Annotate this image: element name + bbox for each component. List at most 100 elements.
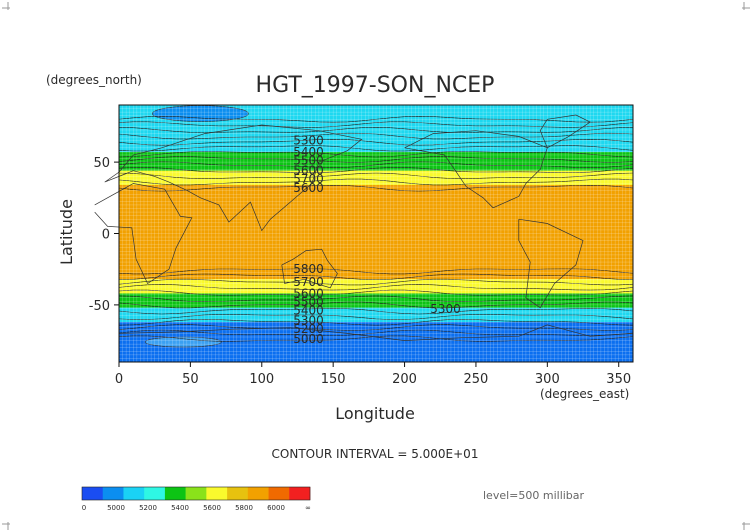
contour-line <box>118 314 634 320</box>
chart-title: HGT_1997-SON_NCEP <box>256 73 495 98</box>
contour-label: 5600 <box>293 286 324 300</box>
y-tick-label: -50 <box>89 299 110 314</box>
contour-labels: 5300540055005600570056005800570056005500… <box>293 134 461 346</box>
x-tick-label: 50 <box>182 372 199 387</box>
contour-line <box>118 121 634 128</box>
height-band-2 <box>119 170 633 185</box>
colorbar-tick-label: 5000 <box>107 504 125 512</box>
height-band-6 <box>119 293 633 308</box>
colorbar-swatch <box>247 487 269 500</box>
colorbar-swatch <box>164 487 186 500</box>
y-ticks: 50 0 -50 <box>89 156 119 314</box>
contour-line <box>118 156 634 163</box>
contour-label: 5200 <box>293 322 324 336</box>
colorbar-swatch <box>268 487 290 500</box>
colorbar-tick-label: ∞ <box>305 504 311 512</box>
contour-line <box>118 301 634 309</box>
coastline-3 <box>404 130 548 209</box>
colorbar-swatch <box>123 487 145 500</box>
contour-line <box>118 178 634 186</box>
contour-line <box>118 273 634 281</box>
contour-label: 5000 <box>293 332 324 346</box>
contour-line <box>118 138 634 146</box>
colorbar-tick-label: 5800 <box>235 504 253 512</box>
colorbar-tick-label: 0 <box>82 504 86 512</box>
contour-label: 5400 <box>293 145 324 159</box>
colorbar-tick-label: 5400 <box>171 504 189 512</box>
coastline-5 <box>539 114 591 149</box>
contour-label: 5300 <box>293 314 324 328</box>
height-band-5 <box>119 279 633 294</box>
contour-label: 5700 <box>293 172 324 186</box>
contour-line <box>118 167 634 173</box>
contour-line <box>118 324 634 331</box>
coastline-0 <box>94 183 193 285</box>
colorbar-swatch <box>206 487 228 500</box>
colorbar-swatch <box>289 487 311 500</box>
contour-label: 5500 <box>293 295 324 309</box>
contour-line <box>118 284 634 291</box>
contour-label: 5600 <box>293 164 324 178</box>
contour-label: 5800 <box>293 262 324 276</box>
colorbar: 0 5000 5200 5400 5600 5800 6000 ∞ <box>81 486 311 512</box>
contour-line <box>118 289 634 296</box>
height-band-3 <box>119 184 633 234</box>
coastline-4 <box>518 218 584 309</box>
contour-label: 5700 <box>293 275 324 289</box>
polar-low-north <box>152 105 249 122</box>
y-axis-units: (degrees_north) <box>46 73 142 87</box>
contour-line <box>118 335 634 342</box>
x-tick-label: 200 <box>392 372 417 387</box>
x-tick-label: 250 <box>464 372 489 387</box>
contour-line <box>118 184 634 192</box>
contour-line <box>118 132 634 140</box>
contour-line <box>118 172 634 179</box>
y-axis-label: Latitude <box>57 199 76 265</box>
level-label: level=500 millibar <box>483 489 585 502</box>
height-band-4 <box>119 233 633 280</box>
contour-label: 5600 <box>293 181 324 195</box>
contour-line <box>118 151 634 158</box>
colorbar-swatch <box>185 487 207 500</box>
coastline-1 <box>104 124 363 232</box>
x-tick-label: 100 <box>249 372 274 387</box>
contour-line <box>118 329 634 336</box>
colorbar-tick-label: 5200 <box>139 504 157 512</box>
colorbar-swatch <box>102 487 124 500</box>
colorbar-swatch <box>144 487 166 500</box>
x-ticks: 0 50 100 150 200 250 300 350 <box>115 362 631 387</box>
contour-lines <box>118 115 634 342</box>
x-tick-label: 350 <box>606 372 631 387</box>
contour-line <box>118 295 634 303</box>
y-tick-label: 0 <box>102 228 110 243</box>
contour-label: 5400 <box>293 304 324 318</box>
grid-lines <box>118 104 634 363</box>
x-tick-label: 0 <box>115 372 123 387</box>
x-tick-label: 300 <box>535 372 560 387</box>
colorbar-tick-label: 5600 <box>203 504 221 512</box>
coastline-2 <box>281 248 338 289</box>
contour-line <box>118 308 634 315</box>
contour-interval-text: CONTOUR INTERVAL = 5.000E+01 <box>272 447 479 461</box>
contour-line <box>118 268 634 275</box>
contour-line <box>118 126 634 133</box>
height-band-7 <box>119 307 633 323</box>
polar-low-south <box>144 336 222 348</box>
colorbar-frame <box>81 486 311 501</box>
contour-label: 5500 <box>293 154 324 168</box>
colorbar-swatch <box>82 487 104 500</box>
x-axis-units: (degrees_east) <box>540 387 629 401</box>
colorbar-swatch <box>227 487 249 500</box>
contour-line <box>118 278 634 286</box>
coastlines <box>94 114 634 341</box>
colorbar-tick-label: 6000 <box>267 504 285 512</box>
contour-label: 5300 <box>293 134 324 148</box>
x-axis-label: Longitude <box>335 404 415 423</box>
plot-area <box>94 104 634 363</box>
x-tick-label: 150 <box>321 372 346 387</box>
coastline-6 <box>118 324 634 341</box>
contour-line <box>118 318 634 326</box>
y-tick-label: 50 <box>93 156 110 171</box>
